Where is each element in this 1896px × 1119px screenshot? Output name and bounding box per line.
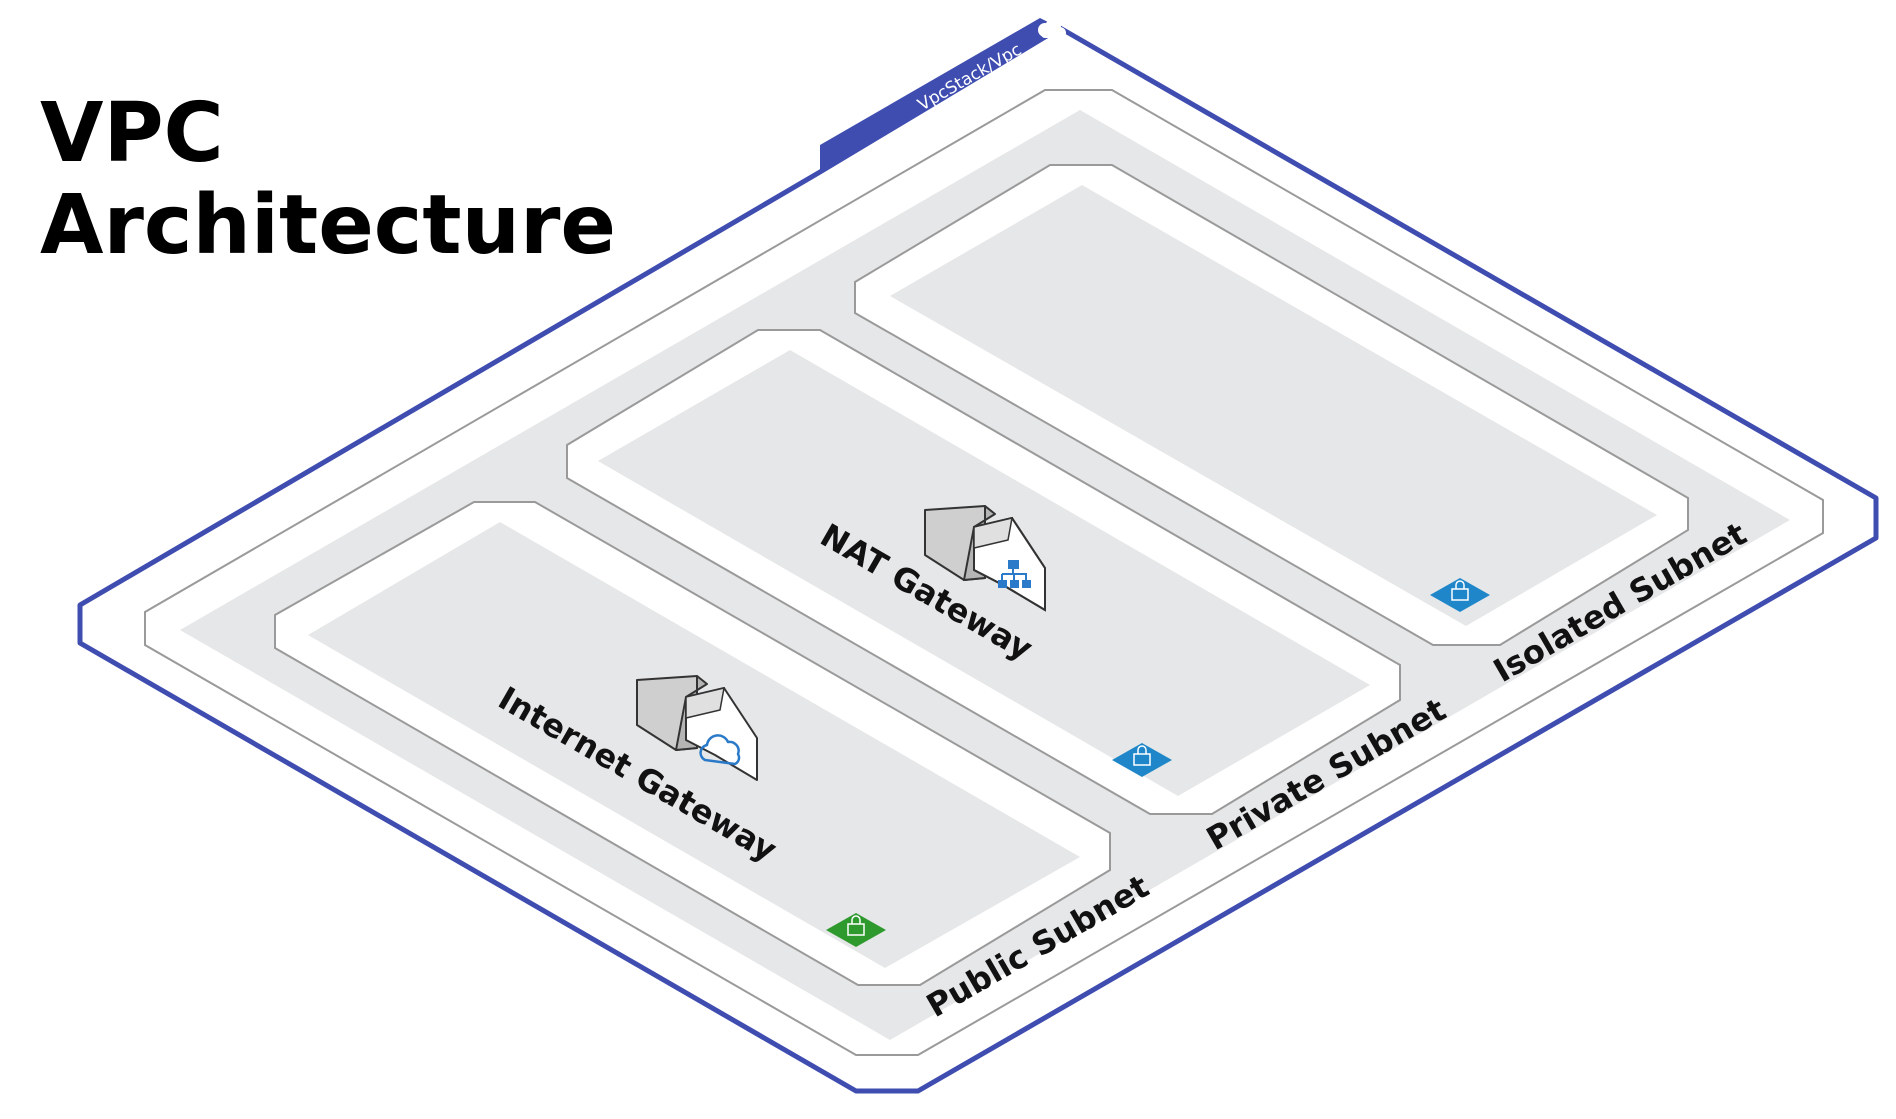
title-line-2: Architecture xyxy=(40,178,617,273)
lock-badge-icon xyxy=(1430,578,1490,612)
network-hierarchy-icon xyxy=(998,560,1031,588)
lock-badge-icon xyxy=(826,913,886,947)
subnet-private-badge xyxy=(1112,743,1172,777)
subnet-public-badge xyxy=(826,913,886,947)
subnet-isolated-area xyxy=(890,185,1657,626)
lock-badge-icon xyxy=(1112,743,1172,777)
title-line-1: VPC xyxy=(40,86,224,181)
subnet-isolated-badge xyxy=(1430,578,1490,612)
cloud-icon xyxy=(699,734,741,766)
aws-cloud-icon xyxy=(1038,19,1066,39)
page-title: VPC Architecture xyxy=(40,88,616,272)
